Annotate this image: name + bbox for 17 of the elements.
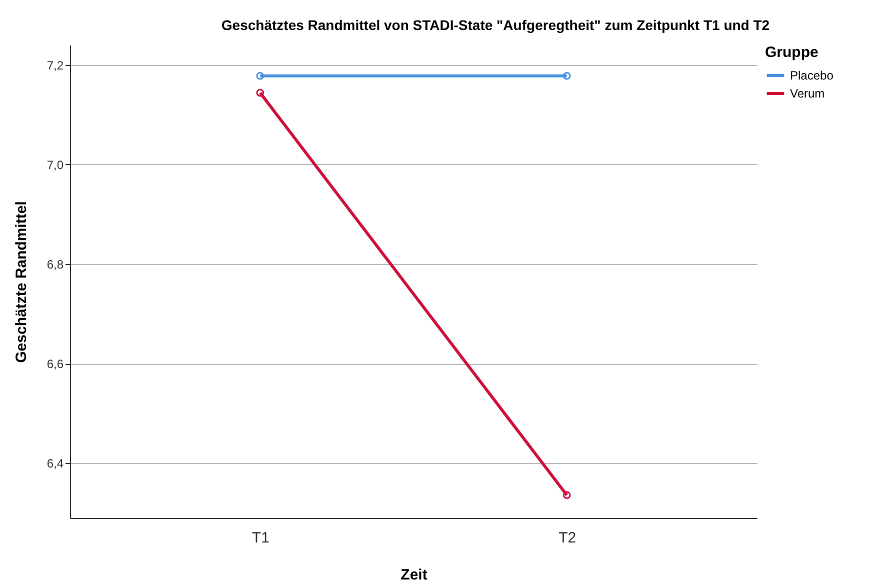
y-tick-label: 7,2 xyxy=(46,58,64,72)
legend-label: Placebo xyxy=(790,68,834,82)
point xyxy=(562,491,571,500)
legend-title: Gruppe xyxy=(765,44,818,61)
chart-title: Geschätztes Randmittel von STADI-State "Aufgeregtheit" zum Zeitpunkt T1 und T2 xyxy=(221,17,770,33)
point xyxy=(562,72,571,80)
y-axis-title: Geschätzte Randmittel xyxy=(12,201,30,363)
point xyxy=(256,72,264,80)
y-tick-label: 6,4 xyxy=(46,456,64,471)
x-tick-label: T1 xyxy=(252,530,270,546)
point xyxy=(256,88,264,97)
x-axis-title: Zeit xyxy=(400,566,428,583)
y-tick-label: 6,8 xyxy=(46,258,64,272)
y-tick-label: 6,6 xyxy=(46,357,64,372)
x-tick-label: T2 xyxy=(558,530,576,546)
y-tick-label: 7,0 xyxy=(46,158,64,172)
legend-label: Verum xyxy=(790,86,825,100)
